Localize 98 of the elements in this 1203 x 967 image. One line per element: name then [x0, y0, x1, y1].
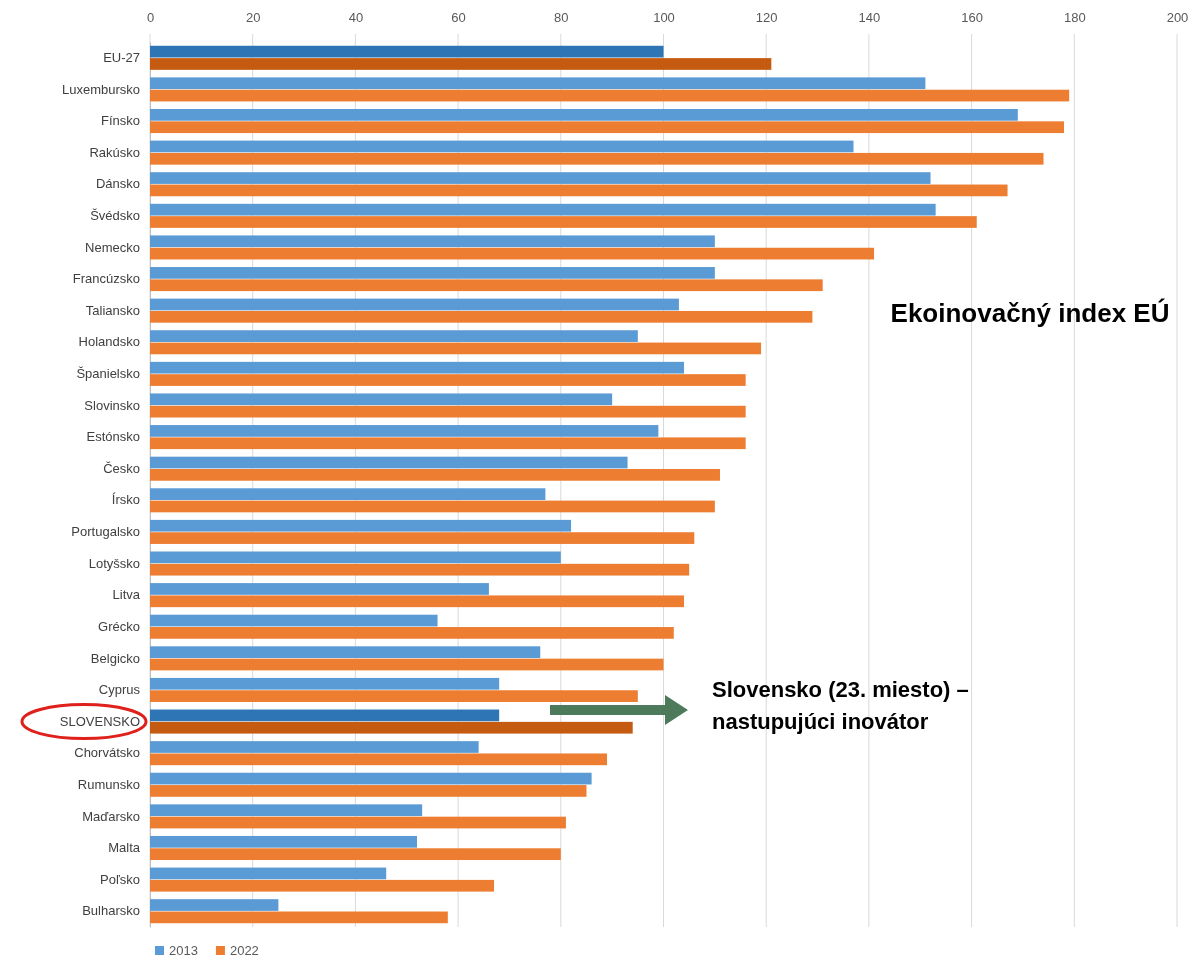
y-tick-label: Belgicko	[90, 650, 140, 666]
y-tick-label: Dánsko	[95, 176, 140, 192]
y-tick-label: Litva	[112, 587, 141, 603]
y-tick-label: Slovinsko	[84, 397, 140, 413]
x-tick-label: 120	[755, 10, 778, 25]
bar	[150, 121, 1065, 134]
y-tick-label: SLOVENSKO	[59, 713, 140, 729]
y-tick-label: Chorvátsko	[74, 745, 140, 761]
bar	[150, 848, 561, 861]
bar	[150, 393, 613, 406]
bar	[150, 469, 720, 481]
x-tick-label: 0	[146, 10, 155, 25]
bar	[150, 89, 1070, 102]
y-tick-label: Estónsko	[86, 429, 140, 445]
legend-label: 2013	[169, 943, 198, 958]
bar	[150, 709, 500, 722]
x-tick-label: 100	[653, 10, 675, 25]
bar	[150, 785, 587, 797]
bar	[150, 677, 500, 690]
bar	[150, 152, 1044, 165]
bar	[150, 532, 695, 544]
bar	[150, 551, 561, 564]
bar	[150, 374, 746, 386]
x-tick-label: 200	[1166, 10, 1189, 25]
y-tick-label: Grécko	[98, 618, 140, 634]
bar	[150, 563, 690, 576]
x-tick-label: 180	[1063, 10, 1086, 25]
bar	[150, 58, 772, 70]
bar	[150, 658, 664, 671]
y-tick-label: Španielsko	[76, 366, 140, 382]
y-tick-label: Luxembursko	[61, 81, 140, 97]
bar	[150, 911, 448, 924]
bar	[150, 330, 638, 342]
y-tick-label: Holandsko	[78, 334, 140, 350]
bar	[150, 614, 438, 627]
bar	[150, 342, 762, 355]
bar	[150, 646, 541, 659]
bar	[150, 519, 572, 532]
annotation: Slovensko (23. miesto) – nastupujúci inovátor	[712, 677, 969, 734]
bar	[150, 488, 546, 500]
bar	[150, 310, 813, 323]
bar	[150, 361, 685, 374]
y-tick-label: Cyprus	[98, 682, 141, 698]
bar	[150, 583, 489, 595]
y-tick-label: Nemecko	[85, 239, 140, 255]
bar	[150, 456, 628, 469]
legend-label: 2022	[229, 943, 259, 958]
x-tick-label: 80	[554, 10, 569, 25]
y-tick-label: Portugalsko	[71, 524, 140, 540]
x-tick-label: 20	[245, 10, 261, 25]
bar	[150, 867, 387, 880]
bar	[150, 172, 931, 184]
bar	[150, 235, 715, 248]
bar	[150, 879, 495, 892]
y-tick-label: Malta	[108, 840, 141, 856]
x-tick-label: 60	[451, 10, 466, 25]
y-tick-label: Írsko	[111, 492, 140, 508]
bar	[150, 279, 823, 292]
bar	[150, 184, 1008, 197]
y-tick-label: Lotyšsko	[88, 555, 140, 571]
y-tick-label: Rakúsko	[89, 144, 140, 160]
bar	[150, 298, 679, 311]
bar	[150, 741, 479, 753]
bar	[150, 108, 1018, 121]
bar	[150, 267, 715, 279]
bar	[150, 816, 566, 829]
bar	[150, 77, 926, 90]
y-tick-label: Poľsko	[100, 871, 140, 887]
y-tick-label: Švédsko	[90, 208, 140, 223]
bar	[150, 753, 608, 766]
bar	[150, 437, 746, 450]
bar	[150, 595, 685, 608]
y-tick-label: Česko	[103, 460, 140, 476]
bar	[150, 140, 854, 153]
x-tick-label: 160	[961, 10, 983, 25]
bar	[150, 627, 674, 639]
bar	[150, 203, 936, 216]
y-tick-label: Rumunsko	[77, 776, 140, 792]
y-tick-label: Taliansko	[85, 302, 140, 318]
bar	[150, 405, 746, 418]
bar	[150, 216, 977, 228]
y-tick-label: Francúzsko	[72, 271, 140, 287]
y-tick-label: Maďarsko	[82, 808, 140, 824]
bar	[150, 500, 715, 513]
text: Ekoinovačný index EÚ	[890, 298, 1170, 328]
bar	[150, 247, 875, 260]
bar	[150, 45, 664, 58]
bar	[150, 899, 279, 911]
y-tick-label: Fínsko	[100, 113, 140, 129]
y-tick-label: EU-27	[103, 49, 140, 65]
bar	[150, 835, 418, 848]
bar	[150, 425, 659, 437]
bar	[150, 804, 423, 817]
bar	[150, 721, 633, 734]
bar	[150, 772, 592, 785]
x-tick-label: 40	[348, 10, 364, 25]
x-tick-label: 140	[858, 10, 881, 25]
y-tick-label: Bulharsko	[82, 903, 140, 919]
